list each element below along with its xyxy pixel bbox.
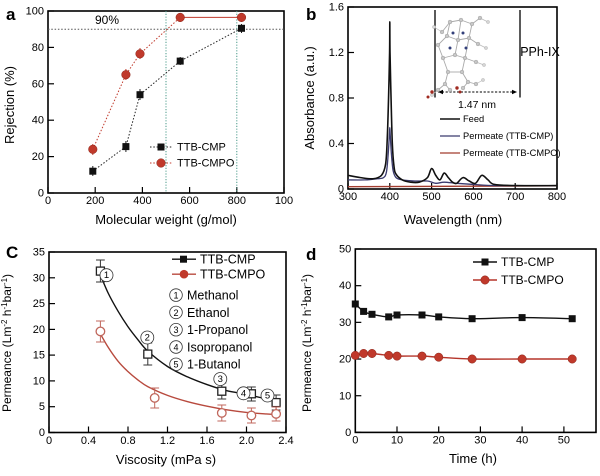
svg-text:700: 700: [506, 191, 524, 203]
svg-text:2: 2: [173, 308, 178, 318]
svg-text:90%: 90%: [95, 13, 119, 27]
svg-text:100: 100: [26, 6, 44, 18]
svg-text:0: 0: [45, 195, 51, 207]
svg-text:a: a: [6, 5, 16, 24]
svg-text:Methanol: Methanol: [187, 289, 238, 303]
svg-text:b: b: [306, 5, 316, 24]
svg-text:0: 0: [38, 188, 44, 200]
svg-text:25: 25: [33, 298, 45, 310]
svg-text:Rejection (%): Rejection (%): [2, 66, 17, 144]
svg-text:PPh-IX: PPh-IX: [520, 45, 560, 59]
svg-text:1: 1: [173, 291, 178, 301]
svg-text:400: 400: [381, 191, 399, 203]
svg-text:Time (h): Time (h): [449, 451, 497, 466]
svg-text:20: 20: [339, 354, 351, 366]
svg-text:1.2: 1.2: [160, 435, 175, 447]
svg-text:TTB-CMP: TTB-CMP: [501, 255, 554, 269]
svg-text:50: 50: [558, 435, 570, 447]
svg-text:5: 5: [39, 401, 45, 413]
svg-text:Isopropanol: Isopropanol: [187, 340, 252, 354]
svg-text:10: 10: [339, 390, 351, 402]
svg-text:1.47 nm: 1.47 nm: [458, 99, 496, 111]
svg-text:Viscosity (mPa s): Viscosity (mPa s): [116, 452, 216, 467]
svg-text:10: 10: [33, 375, 45, 387]
svg-text:10: 10: [391, 435, 403, 447]
svg-text:40: 40: [516, 435, 528, 447]
svg-text:TTB-CMP: TTB-CMP: [177, 142, 226, 154]
svg-text:TTB-CMP: TTB-CMP: [200, 253, 256, 267]
svg-text:0.4: 0.4: [81, 435, 96, 447]
svg-text:200: 200: [86, 195, 104, 207]
svg-text:20: 20: [33, 324, 45, 336]
svg-text:Feed: Feed: [463, 114, 484, 124]
svg-text:800: 800: [548, 191, 566, 203]
svg-text:300: 300: [339, 191, 357, 203]
svg-text:50: 50: [339, 244, 351, 256]
svg-text:TTB-CMPO: TTB-CMPO: [177, 158, 235, 170]
svg-text:2.4: 2.4: [278, 435, 293, 447]
svg-text:35: 35: [33, 247, 45, 259]
svg-text:100: 100: [275, 195, 293, 207]
svg-text:1.2: 1.2: [329, 47, 344, 59]
svg-text:1-Butanol: 1-Butanol: [187, 358, 241, 372]
svg-text:600: 600: [464, 191, 482, 203]
svg-text:15: 15: [33, 350, 45, 362]
svg-text:Permeate (TTB-CMPO): Permeate (TTB-CMPO): [463, 148, 561, 158]
svg-text:30: 30: [339, 317, 351, 329]
svg-text:500: 500: [422, 191, 440, 203]
svg-text:40: 40: [32, 115, 44, 127]
svg-text:40: 40: [339, 280, 351, 292]
svg-text:0: 0: [46, 435, 52, 447]
svg-text:4: 4: [173, 342, 178, 352]
svg-text:TTB-CMPO: TTB-CMPO: [501, 273, 564, 287]
svg-text:Permeate (TTB-CMP): Permeate (TTB-CMP): [463, 131, 553, 141]
svg-text:20: 20: [433, 435, 445, 447]
svg-text:5: 5: [265, 391, 270, 402]
svg-text:Ethanol: Ethanol: [187, 306, 229, 320]
svg-text:Molecular weight (g/mol): Molecular weight (g/mol): [95, 212, 237, 227]
svg-text:3: 3: [218, 374, 223, 385]
svg-text:30: 30: [474, 435, 486, 447]
svg-text:1-Propanol: 1-Propanol: [187, 323, 248, 337]
svg-text:20: 20: [32, 151, 44, 163]
svg-text:Absorbance (a.u.): Absorbance (a.u.): [302, 46, 317, 149]
svg-text:0.4: 0.4: [329, 138, 344, 150]
svg-text:0: 0: [352, 435, 358, 447]
svg-text:30: 30: [33, 272, 45, 284]
svg-text:2.0: 2.0: [239, 435, 254, 447]
svg-text:Wavelength (nm): Wavelength (nm): [404, 212, 503, 227]
svg-text:0.8: 0.8: [329, 93, 344, 105]
svg-text:Permeance (Lm-2 h-1bar-1): Permeance (Lm-2 h-1bar-1): [0, 274, 14, 412]
svg-text:Permeance (Lm-2 h-1bar-1): Permeance (Lm-2 h-1bar-1): [300, 274, 314, 412]
svg-text:1: 1: [104, 270, 109, 281]
svg-text:400: 400: [133, 195, 151, 207]
svg-text:5: 5: [173, 360, 178, 370]
svg-text:60: 60: [32, 78, 44, 90]
svg-text:1.6: 1.6: [329, 2, 344, 14]
svg-text:d: d: [306, 245, 316, 264]
svg-text:0: 0: [345, 427, 351, 439]
svg-text:C: C: [6, 243, 18, 262]
svg-text:600: 600: [180, 195, 198, 207]
svg-text:800: 800: [228, 195, 246, 207]
svg-text:1.6: 1.6: [199, 435, 214, 447]
svg-text:3: 3: [173, 325, 178, 335]
svg-text:2: 2: [145, 333, 150, 344]
svg-text:4: 4: [241, 388, 246, 399]
svg-text:0.8: 0.8: [120, 435, 135, 447]
svg-text:TTB-CMPO: TTB-CMPO: [200, 268, 266, 282]
svg-text:0: 0: [39, 427, 45, 439]
svg-text:80: 80: [32, 42, 44, 54]
